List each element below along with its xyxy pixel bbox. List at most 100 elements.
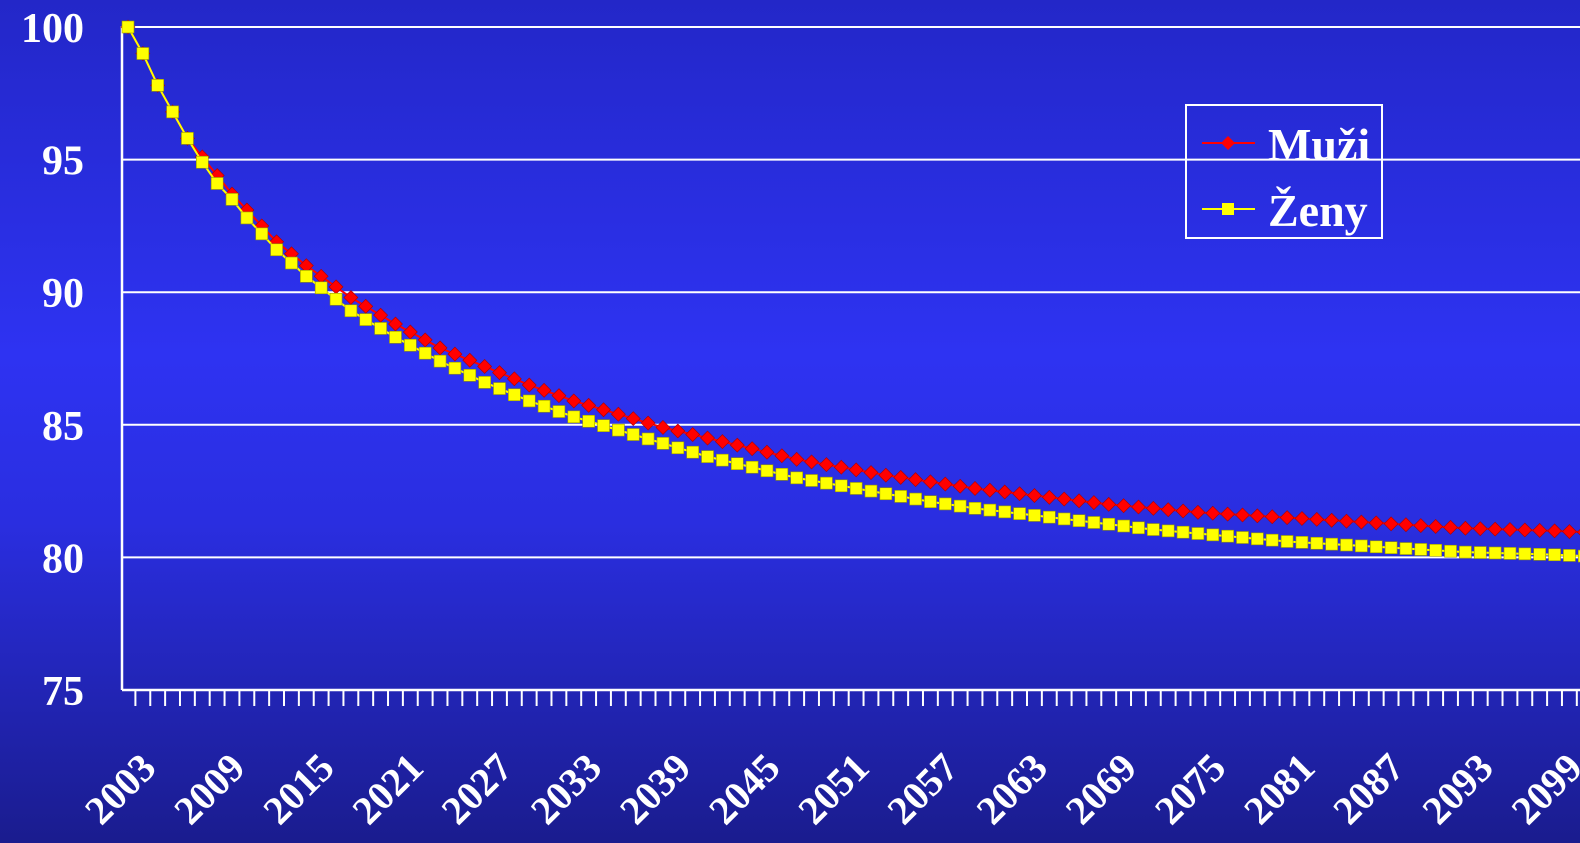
x-tick-label-2015: 2015 [254, 745, 342, 833]
data-point [1563, 549, 1576, 562]
data-point [1294, 511, 1310, 526]
data-point [1473, 546, 1487, 559]
data-point [848, 462, 864, 478]
x-tick-label-2033: 2033 [522, 745, 610, 833]
data-point [864, 484, 878, 498]
x-tick-label-2051: 2051 [789, 745, 877, 833]
x-tick-label-2087: 2087 [1324, 745, 1412, 833]
data-point [998, 505, 1012, 519]
data-point [894, 490, 908, 503]
data-point [818, 457, 834, 473]
data-point [521, 377, 537, 393]
data-point [820, 476, 833, 490]
axes [120, 26, 1580, 706]
data-point [1131, 499, 1146, 515]
data-point [374, 322, 387, 335]
legend-box [1185, 104, 1383, 239]
data-point [1235, 507, 1250, 523]
series-muzi [120, 19, 1580, 539]
data-point [493, 382, 506, 395]
data-point [789, 451, 805, 467]
data-point [1548, 548, 1561, 562]
legend-square-icon [1222, 203, 1234, 215]
data-point [432, 340, 448, 356]
data-point [612, 423, 625, 437]
data-point [433, 354, 447, 368]
data-point [1503, 547, 1517, 560]
data-point [1280, 535, 1294, 548]
data-point [1339, 513, 1354, 529]
data-point [225, 193, 239, 206]
data-point [1428, 519, 1444, 534]
data-point [1072, 514, 1086, 528]
data-point [1056, 491, 1072, 507]
data-point [1057, 512, 1071, 526]
data-point [1206, 528, 1220, 542]
data-point [537, 399, 551, 413]
data-point [1071, 493, 1087, 509]
data-point [997, 484, 1013, 500]
data-point [938, 497, 952, 511]
data-point [1309, 511, 1325, 527]
data-point [982, 482, 998, 498]
data-point [1457, 520, 1473, 536]
data-point [1324, 512, 1340, 528]
x-tick-label-2069: 2069 [1057, 745, 1145, 833]
data-point [552, 405, 566, 418]
data-point [389, 330, 402, 344]
data-point [923, 474, 938, 490]
data-point [878, 467, 894, 483]
y-axis-labels: 75 80 85 90 95 100 [21, 6, 84, 715]
series-layer [120, 19, 1580, 563]
data-point [626, 428, 640, 441]
data-point [774, 448, 790, 464]
data-point [418, 346, 432, 360]
data-point [151, 79, 165, 92]
data-point [329, 292, 343, 306]
data-point [1027, 488, 1042, 503]
data-point [775, 468, 789, 481]
data-point [448, 361, 462, 375]
data-point [1236, 531, 1249, 544]
data-point [1251, 532, 1264, 546]
y-tick-label-75: 75 [42, 669, 84, 715]
data-point [1295, 536, 1309, 549]
data-point [729, 437, 745, 453]
data-point [447, 346, 463, 362]
data-point [402, 324, 418, 340]
data-point [417, 332, 433, 348]
data-point [656, 437, 670, 450]
x-tick-label-2063: 2063 [968, 745, 1056, 833]
data-point [1533, 548, 1546, 561]
data-point [1414, 543, 1428, 556]
data-point [610, 406, 626, 422]
data-point [1518, 547, 1532, 561]
data-point [953, 499, 967, 513]
data-point [640, 415, 656, 431]
data-point [566, 393, 582, 409]
data-point [730, 457, 744, 470]
x-tick-label-2009: 2009 [165, 745, 253, 833]
data-point [388, 316, 403, 332]
data-point [625, 411, 641, 427]
data-point [255, 227, 269, 241]
x-tick-label-2057: 2057 [878, 745, 966, 833]
data-point [1176, 525, 1190, 539]
x-axis-labels: 2003 2009 2015 2021 2027 2033 2039 2045 2051 2057… [76, 745, 1580, 833]
x-tick-label-2075: 2075 [1146, 745, 1234, 833]
data-point [1086, 495, 1102, 511]
data-point [1147, 523, 1160, 536]
data-point [1043, 510, 1056, 524]
data-point [196, 155, 209, 169]
data-point [1087, 516, 1101, 529]
data-point [463, 368, 477, 382]
data-point [1384, 541, 1398, 554]
data-point [1368, 515, 1384, 531]
data-point [834, 479, 848, 493]
data-point [686, 445, 699, 459]
data-point [477, 359, 493, 374]
data-point [1355, 539, 1368, 553]
data-point [596, 402, 611, 418]
data-point [924, 495, 937, 509]
data-point [716, 453, 729, 467]
